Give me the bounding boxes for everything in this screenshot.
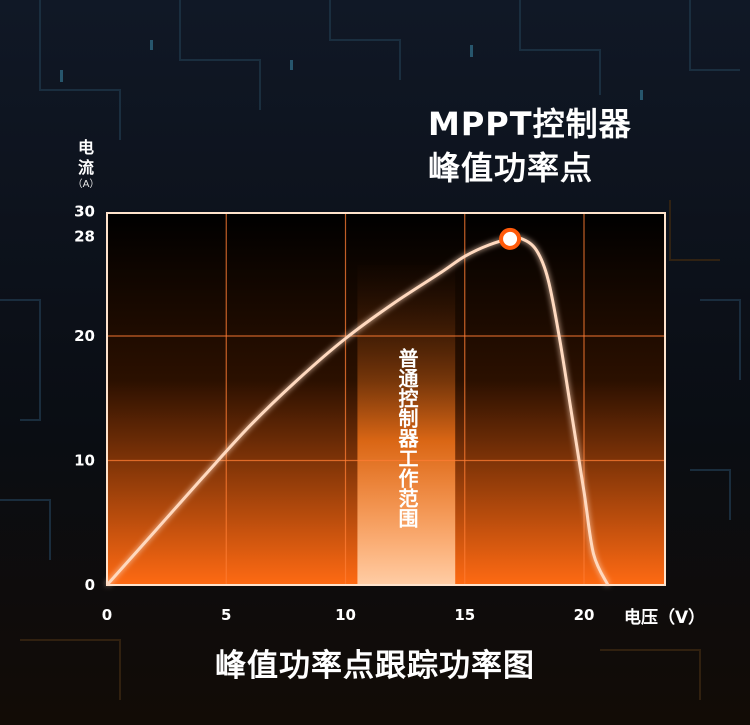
x-axis-label: 电压（V） <box>624 608 706 628</box>
chart-caption: 峰值功率点跟踪功率图 <box>215 648 535 684</box>
x-tick-label: 20 <box>574 606 595 624</box>
y-axis-label-line1: 电 <box>77 138 94 157</box>
normal-controller-range-label: 普通控制器工作范围 <box>395 348 419 528</box>
x-tick-label: 10 <box>335 606 356 624</box>
x-tick-label: 0 <box>102 606 112 624</box>
y-tick-label: 10 <box>74 452 95 470</box>
y-tick-label: 28 <box>74 227 95 245</box>
chart-title-line1: MPPT控制器 <box>428 105 632 143</box>
y-axis-ticks: 0 10 20 28 30 <box>74 203 95 595</box>
x-tick-label: 15 <box>454 606 475 624</box>
x-tick-label: 5 <box>221 606 231 624</box>
y-axis-label-line2: 流 <box>77 158 94 177</box>
y-tick-label: 0 <box>85 576 95 594</box>
iv-curve-line <box>105 236 610 587</box>
y-tick-label: 20 <box>74 327 95 345</box>
plot-frame <box>106 212 666 586</box>
y-axis-unit: （A） <box>72 179 100 190</box>
chart-title-line2: 峰值功率点 <box>428 149 594 187</box>
chart-title: MPPT控制器 峰值功率点 <box>428 102 632 190</box>
peak-power-point <box>499 227 522 250</box>
grid-lines <box>107 213 665 585</box>
x-axis-ticks: 0 5 10 15 20 <box>102 606 595 624</box>
y-axis-label: 电 流 （A） <box>70 138 102 192</box>
y-tick-label: 30 <box>74 203 95 221</box>
